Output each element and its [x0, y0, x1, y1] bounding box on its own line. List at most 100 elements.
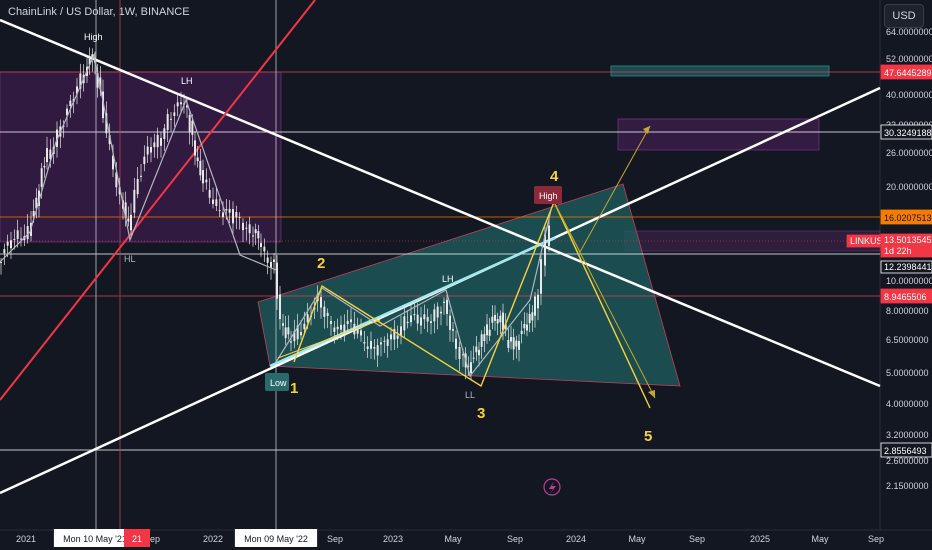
candle-body	[105, 113, 108, 134]
candle-body	[3, 249, 6, 254]
candle-body	[452, 329, 454, 331]
candle-body	[130, 214, 132, 231]
projection-down	[553, 201, 656, 399]
candle-body	[433, 309, 436, 322]
price-axis[interactable]: 64.000000052.000000040.000000032.0000000…	[886, 27, 932, 491]
label-high-2-box	[534, 186, 562, 204]
candle-body	[212, 199, 214, 204]
candle-body	[373, 347, 376, 349]
candle-body	[380, 342, 382, 345]
candle-body	[270, 261, 272, 268]
candle-body	[196, 157, 199, 162]
candle-body	[480, 334, 483, 347]
candle-body	[56, 129, 58, 147]
candle-body	[136, 179, 139, 195]
time-axis[interactable]: 2021 Mon 10 May '21 Sep 2022 Mon 09 May '22 S…	[16, 529, 884, 547]
candle-body	[478, 349, 480, 356]
price-tick: 4.0000000	[886, 399, 929, 409]
candle-body	[222, 212, 224, 218]
price-tick: 52.0000000	[886, 54, 932, 64]
candle-body	[413, 314, 416, 316]
price-tag-box	[880, 64, 932, 80]
candle-body	[386, 339, 389, 346]
candle-body	[0, 262, 2, 263]
candle-body	[534, 296, 536, 316]
candle-body	[293, 331, 296, 342]
price-tag-label: 47.6445289	[884, 68, 932, 78]
time-tick: Sep	[144, 534, 160, 544]
candle-body	[410, 315, 412, 323]
candle-body	[360, 330, 362, 336]
candle-body	[194, 140, 196, 156]
candle-body	[69, 100, 72, 107]
arrow-up-head	[643, 126, 650, 134]
candle-body	[544, 234, 546, 266]
time-tag-red-label: 21	[132, 534, 142, 544]
elliott-wave-path	[293, 200, 651, 409]
price-tag-label: 30.3249188	[884, 128, 932, 138]
candle-body	[467, 365, 470, 367]
trendline-cyan	[269, 236, 556, 368]
candle-body	[235, 212, 238, 218]
zone-rect-purple-right	[617, 118, 820, 151]
candle-body	[323, 306, 326, 317]
candle-body	[153, 142, 156, 148]
candle-body	[248, 224, 251, 234]
candlestick-series	[0, 47, 550, 380]
candle-body	[488, 329, 491, 336]
wave-label-3: 3	[477, 405, 485, 422]
price-tag-label: LINKUSD	[850, 236, 890, 246]
candle-body	[510, 337, 512, 342]
time-tick: Sep	[689, 534, 705, 544]
candle-body	[238, 216, 241, 218]
label-low: Low	[270, 378, 287, 388]
candle-body	[188, 115, 191, 133]
candle-body	[143, 156, 146, 165]
candle-body	[266, 257, 269, 263]
price-tick: 26.0000000	[886, 148, 932, 158]
price-tag-box	[880, 260, 932, 274]
time-tick: May	[811, 534, 829, 544]
candle-body	[416, 314, 419, 324]
candle-body	[496, 319, 499, 324]
candle-body	[426, 316, 429, 322]
candle-body	[99, 77, 102, 90]
price-tag-label: 8.9465506	[884, 292, 927, 302]
time-tick: Mon 09 May '22	[244, 534, 308, 544]
candle-body	[115, 172, 118, 188]
candle-body	[252, 235, 254, 237]
currency-button[interactable]: USD	[884, 4, 924, 28]
label-ll: LL	[465, 390, 475, 400]
price-tick: 40.0000000	[886, 90, 932, 100]
time-tick: May	[628, 534, 646, 544]
wave-label-1: 1	[290, 380, 298, 397]
time-tag-box	[234, 529, 318, 547]
lightning-icon[interactable]	[543, 478, 561, 496]
candle-body	[499, 315, 502, 323]
candle-body	[528, 313, 531, 324]
candle-body	[232, 209, 234, 224]
price-tag-box	[880, 442, 932, 458]
candle-body	[346, 320, 349, 325]
price-tag-box	[880, 209, 932, 225]
label-low-box	[265, 373, 289, 391]
label-lh-1: LH	[181, 76, 193, 86]
price-tag-label: 13.5013545	[884, 235, 932, 245]
candle-body	[38, 190, 40, 206]
candle-body	[140, 175, 142, 177]
candle-body	[548, 225, 550, 246]
candle-body	[491, 316, 494, 323]
candle-body	[176, 102, 179, 107]
candle-body	[26, 226, 29, 240]
price-tick: 64.0000000	[886, 27, 932, 37]
candle-body	[356, 329, 359, 334]
zone-rect-teal-top	[610, 65, 830, 77]
candle-body	[273, 259, 275, 263]
candle-body	[423, 314, 426, 320]
candle-body	[6, 241, 9, 246]
candle-body	[118, 187, 121, 195]
candle-body	[502, 312, 504, 330]
candle-body	[340, 324, 342, 330]
candle-body	[296, 325, 299, 340]
